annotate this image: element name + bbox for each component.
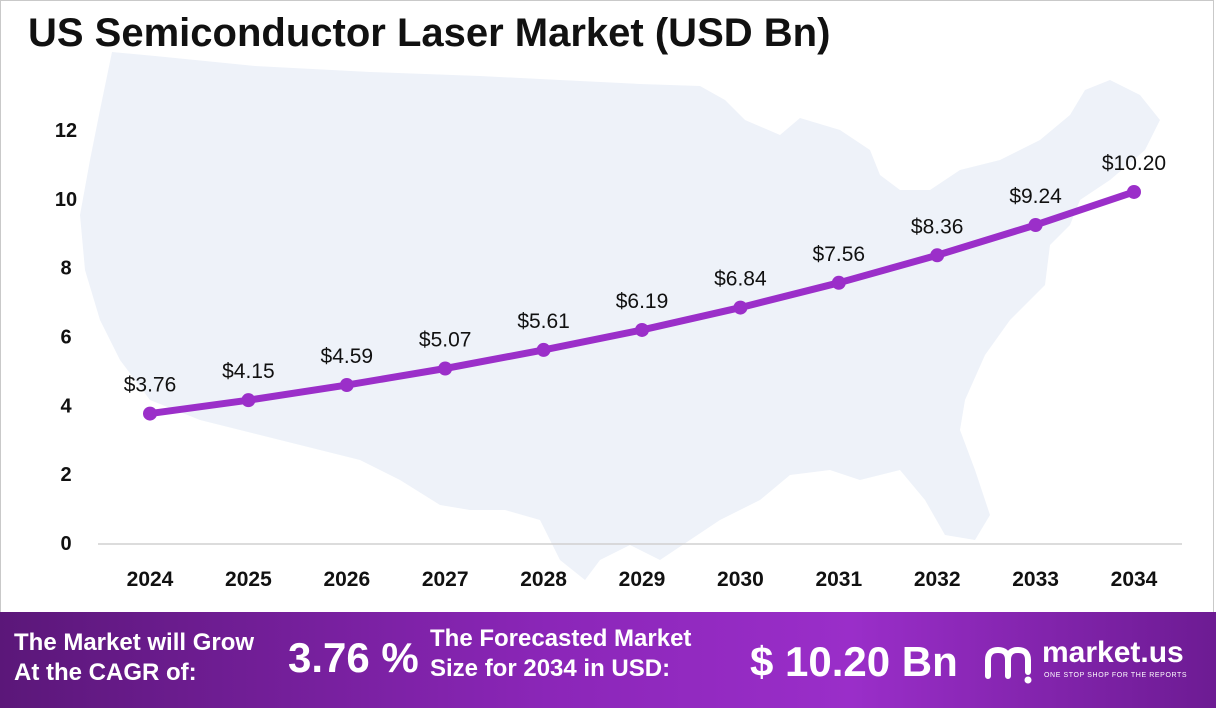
data-label: $5.61 <box>517 310 570 333</box>
data-point <box>536 342 551 357</box>
y-tick-label: 0 <box>60 533 71 555</box>
data-point <box>733 300 748 315</box>
data-label: $6.19 <box>616 290 669 313</box>
data-point <box>241 393 256 408</box>
data-point <box>143 406 157 421</box>
data-label: $3.76 <box>124 374 177 397</box>
y-tick-label: 6 <box>60 327 71 349</box>
data-point <box>1127 184 1141 199</box>
x-tick-label: 2033 <box>1012 568 1059 591</box>
data-label: $4.59 <box>321 345 374 368</box>
data-point <box>1028 217 1043 232</box>
data-label: $7.56 <box>813 243 866 266</box>
usa-map-background <box>80 52 1160 580</box>
cagr-label-line2: At the CAGR of: <box>14 659 197 686</box>
x-tick-label: 2025 <box>225 568 272 591</box>
data-point <box>831 275 846 290</box>
data-point <box>438 361 453 376</box>
data-point <box>930 248 945 263</box>
x-tick-label: 2026 <box>323 568 370 591</box>
y-tick-label: 4 <box>60 395 72 417</box>
cagr-label: The Market will Grow At the CAGR of: <box>14 628 254 688</box>
x-tick-label: 2024 <box>127 568 174 591</box>
y-tick-label: 12 <box>55 120 77 142</box>
market-us-logo-icon <box>985 646 1032 684</box>
data-label: $9.24 <box>1009 185 1062 208</box>
data-label: $4.15 <box>222 360 275 383</box>
data-point <box>635 322 649 337</box>
x-tick-label: 2027 <box>422 568 469 591</box>
data-label: $10.20 <box>1102 152 1166 175</box>
data-point <box>339 378 354 393</box>
y-axis: 0 2 4 6 8 10 12 <box>55 120 77 555</box>
x-tick-label: 2029 <box>619 568 666 591</box>
data-points <box>143 184 1141 421</box>
data-labels: $3.76 $4.15 $4.59 $5.07 $5.61 $6.19 $6.84 $7.56… <box>124 152 1166 397</box>
data-label: $6.84 <box>714 268 767 291</box>
forecast-label-line2: Size for 2034 in USD: <box>430 655 671 682</box>
x-tick-label: 2034 <box>1111 568 1158 591</box>
brand-logo: market.us ONE STOP SHOP FOR THE REPORTS <box>982 636 1207 696</box>
forecast-value: $ 10.20 Bn <box>750 638 958 685</box>
y-tick-label: 10 <box>55 189 77 211</box>
y-tick-label: 8 <box>60 258 71 280</box>
x-tick-label: 2028 <box>520 568 567 591</box>
brand-name: market.us <box>1042 636 1184 669</box>
forecast-label: The Forecasted Market Size for 2034 in U… <box>430 624 691 684</box>
x-axis: 2024 2025 2026 2027 2028 2029 2030 2031 2032 2033… <box>127 568 1158 591</box>
forecast-label-line1: The Forecasted Market <box>430 625 692 652</box>
brand-tagline: ONE STOP SHOP FOR THE REPORTS <box>1044 672 1188 679</box>
data-label: $5.07 <box>419 329 472 352</box>
x-tick-label: 2030 <box>717 568 764 591</box>
chart-title: US Semiconductor Laser Market (USD Bn) <box>28 11 830 55</box>
footer-banner: The Market will Grow At the CAGR of: 3.7… <box>0 612 1216 708</box>
cagr-label-line1: The Market will Grow <box>14 629 255 656</box>
x-tick-label: 2032 <box>914 568 961 591</box>
cagr-value: 3.76 % <box>288 634 419 681</box>
x-tick-label: 2031 <box>815 568 862 591</box>
y-tick-label: 2 <box>60 464 71 486</box>
data-label: $8.36 <box>911 215 964 238</box>
